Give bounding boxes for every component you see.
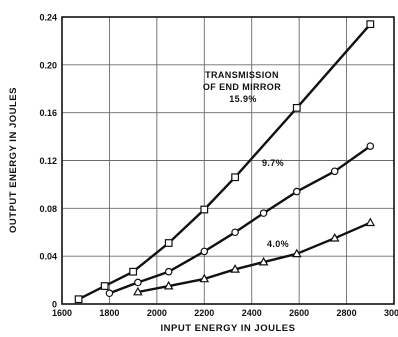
y-tick-label: 0.04: [39, 252, 57, 262]
series-line-2: [137, 221, 371, 294]
annotation-transmission: TRANSMISSION: [205, 70, 279, 80]
y-tick-label: 0.20: [39, 60, 57, 70]
data-point-circle: [105, 289, 114, 298]
x-axis-title: INPUT ENERGY IN JOULES: [161, 323, 296, 334]
y-tick-label: 0.16: [39, 108, 57, 118]
data-point-square: [164, 239, 173, 247]
series-label-4-0: 4.0%: [267, 239, 289, 249]
x-tick-label: 1800: [99, 308, 119, 318]
series-label-15-9: 15.9%: [229, 94, 257, 104]
data-point-circle: [366, 142, 375, 150]
data-point-square: [100, 282, 109, 290]
data-point-triangle: [133, 286, 143, 296]
data-point-circle: [134, 278, 142, 287]
x-tick-label: 2000: [147, 308, 167, 318]
data-point-circle: [200, 247, 209, 256]
data-point-square: [292, 103, 301, 112]
data-point-circle: [231, 228, 239, 237]
data-point-circle: [330, 167, 339, 176]
y-tick-label: 0.08: [39, 204, 57, 214]
data-point-circle: [292, 187, 301, 196]
data-point-square: [366, 20, 375, 29]
data-point-square: [231, 173, 240, 182]
y-tick-label: 0.12: [39, 156, 57, 166]
series-group: [74, 20, 376, 304]
y-tick-labels: 0 0.04 0.08 0.12 0.16 0.20 0.24: [39, 13, 57, 310]
series-line-0: [78, 23, 372, 301]
x-tick-label: 2400: [242, 308, 262, 318]
x-tick-label: 2800: [337, 308, 357, 318]
y-tick-label: 0.24: [39, 13, 57, 23]
y-tick-label: 0: [52, 300, 57, 310]
data-point-circle: [164, 267, 173, 276]
x-tick-label: 2600: [289, 308, 309, 318]
data-point-triangle: [365, 217, 376, 227]
annotation-end-mirror: OF END MIRROR: [203, 82, 281, 92]
data-point-triangle: [230, 264, 240, 273]
data-point-triangle: [291, 248, 302, 258]
data-point-square: [129, 267, 138, 276]
data-point-triangle: [258, 256, 269, 266]
grid-lines: [61, 16, 395, 305]
x-tick-label: 1600: [52, 308, 72, 318]
y-axis-title: OUTPUT ENERGY IN JOULES: [8, 87, 19, 233]
x-tick-label: 2200: [194, 308, 214, 318]
data-point-circle: [259, 209, 268, 217]
data-point-square: [200, 205, 209, 214]
series-line-1: [108, 145, 371, 295]
plot-frame: [61, 16, 395, 305]
data-point-square: [74, 295, 83, 304]
data-point-triangle: [163, 280, 174, 290]
data-point-triangle: [199, 273, 210, 283]
data-point-triangle: [329, 232, 340, 242]
series-label-9-7: 9.7%: [262, 158, 284, 168]
